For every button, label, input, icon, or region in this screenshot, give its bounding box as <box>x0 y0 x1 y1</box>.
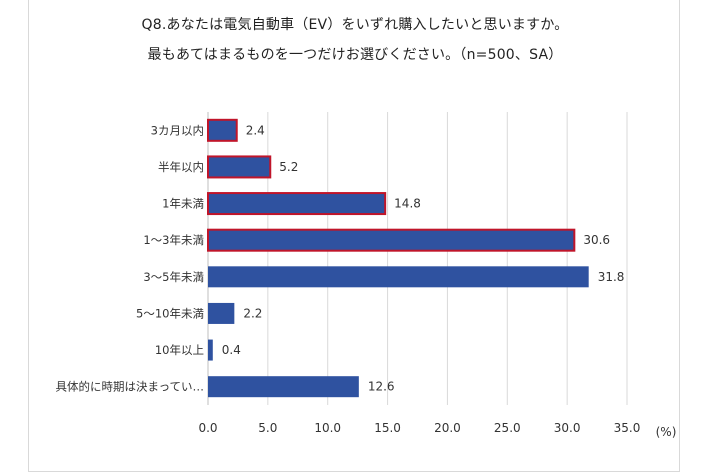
value-label: 2.4 <box>246 123 265 137</box>
x-tick-label: 35.0 <box>614 421 641 435</box>
value-label: 0.4 <box>222 343 241 357</box>
x-tick-label: 30.0 <box>554 421 581 435</box>
x-tick-label: 10.0 <box>314 421 341 435</box>
bar <box>208 376 359 398</box>
bar <box>208 266 589 288</box>
category-label: 具体的に時期は決まってい… <box>56 380 204 394</box>
value-label: 30.6 <box>583 233 610 247</box>
x-tick-label: 25.0 <box>494 421 521 435</box>
value-labels: 2.4 5.2 14.8 30.6 31.8 2.2 0.4 12.6 <box>222 123 625 393</box>
bar <box>207 228 576 252</box>
bar <box>208 302 235 324</box>
value-label: 14.8 <box>394 197 421 211</box>
unit-label: (%) <box>656 425 677 439</box>
bar <box>208 339 213 361</box>
x-tick-label: 15.0 <box>374 421 401 435</box>
chart-title: Q8.あなたは電気自動車（EV）をいずれ購入したいと思いますか。 <box>141 17 569 33</box>
category-label: 1年未満 <box>162 197 204 211</box>
bars <box>207 118 589 398</box>
value-label: 31.8 <box>598 270 625 284</box>
value-label: 2.2 <box>243 306 262 320</box>
value-label: 12.6 <box>368 380 395 394</box>
x-tick-label: 20.0 <box>434 421 461 435</box>
bar <box>207 118 238 142</box>
x-tick-label: 5.0 <box>258 421 277 435</box>
category-label: 3カ月以内 <box>151 123 204 137</box>
x-tick-labels: 0.0 5.0 10.0 15.0 20.0 25.0 30.0 35.0 <box>198 421 640 435</box>
category-label: 3～5年未満 <box>143 270 204 284</box>
category-label: 1～3年未満 <box>143 233 204 247</box>
bar <box>207 155 272 179</box>
bar <box>207 192 387 216</box>
category-label: 5～10年未満 <box>136 306 204 320</box>
value-label: 5.2 <box>279 160 298 174</box>
category-label: 10年以上 <box>155 343 204 357</box>
x-tick-label: 0.0 <box>198 421 217 435</box>
category-label: 半年以内 <box>158 160 204 174</box>
chart-subtitle: 最もあてはまるものを一つだけお選びください。（n=500、SA） <box>147 47 563 63</box>
